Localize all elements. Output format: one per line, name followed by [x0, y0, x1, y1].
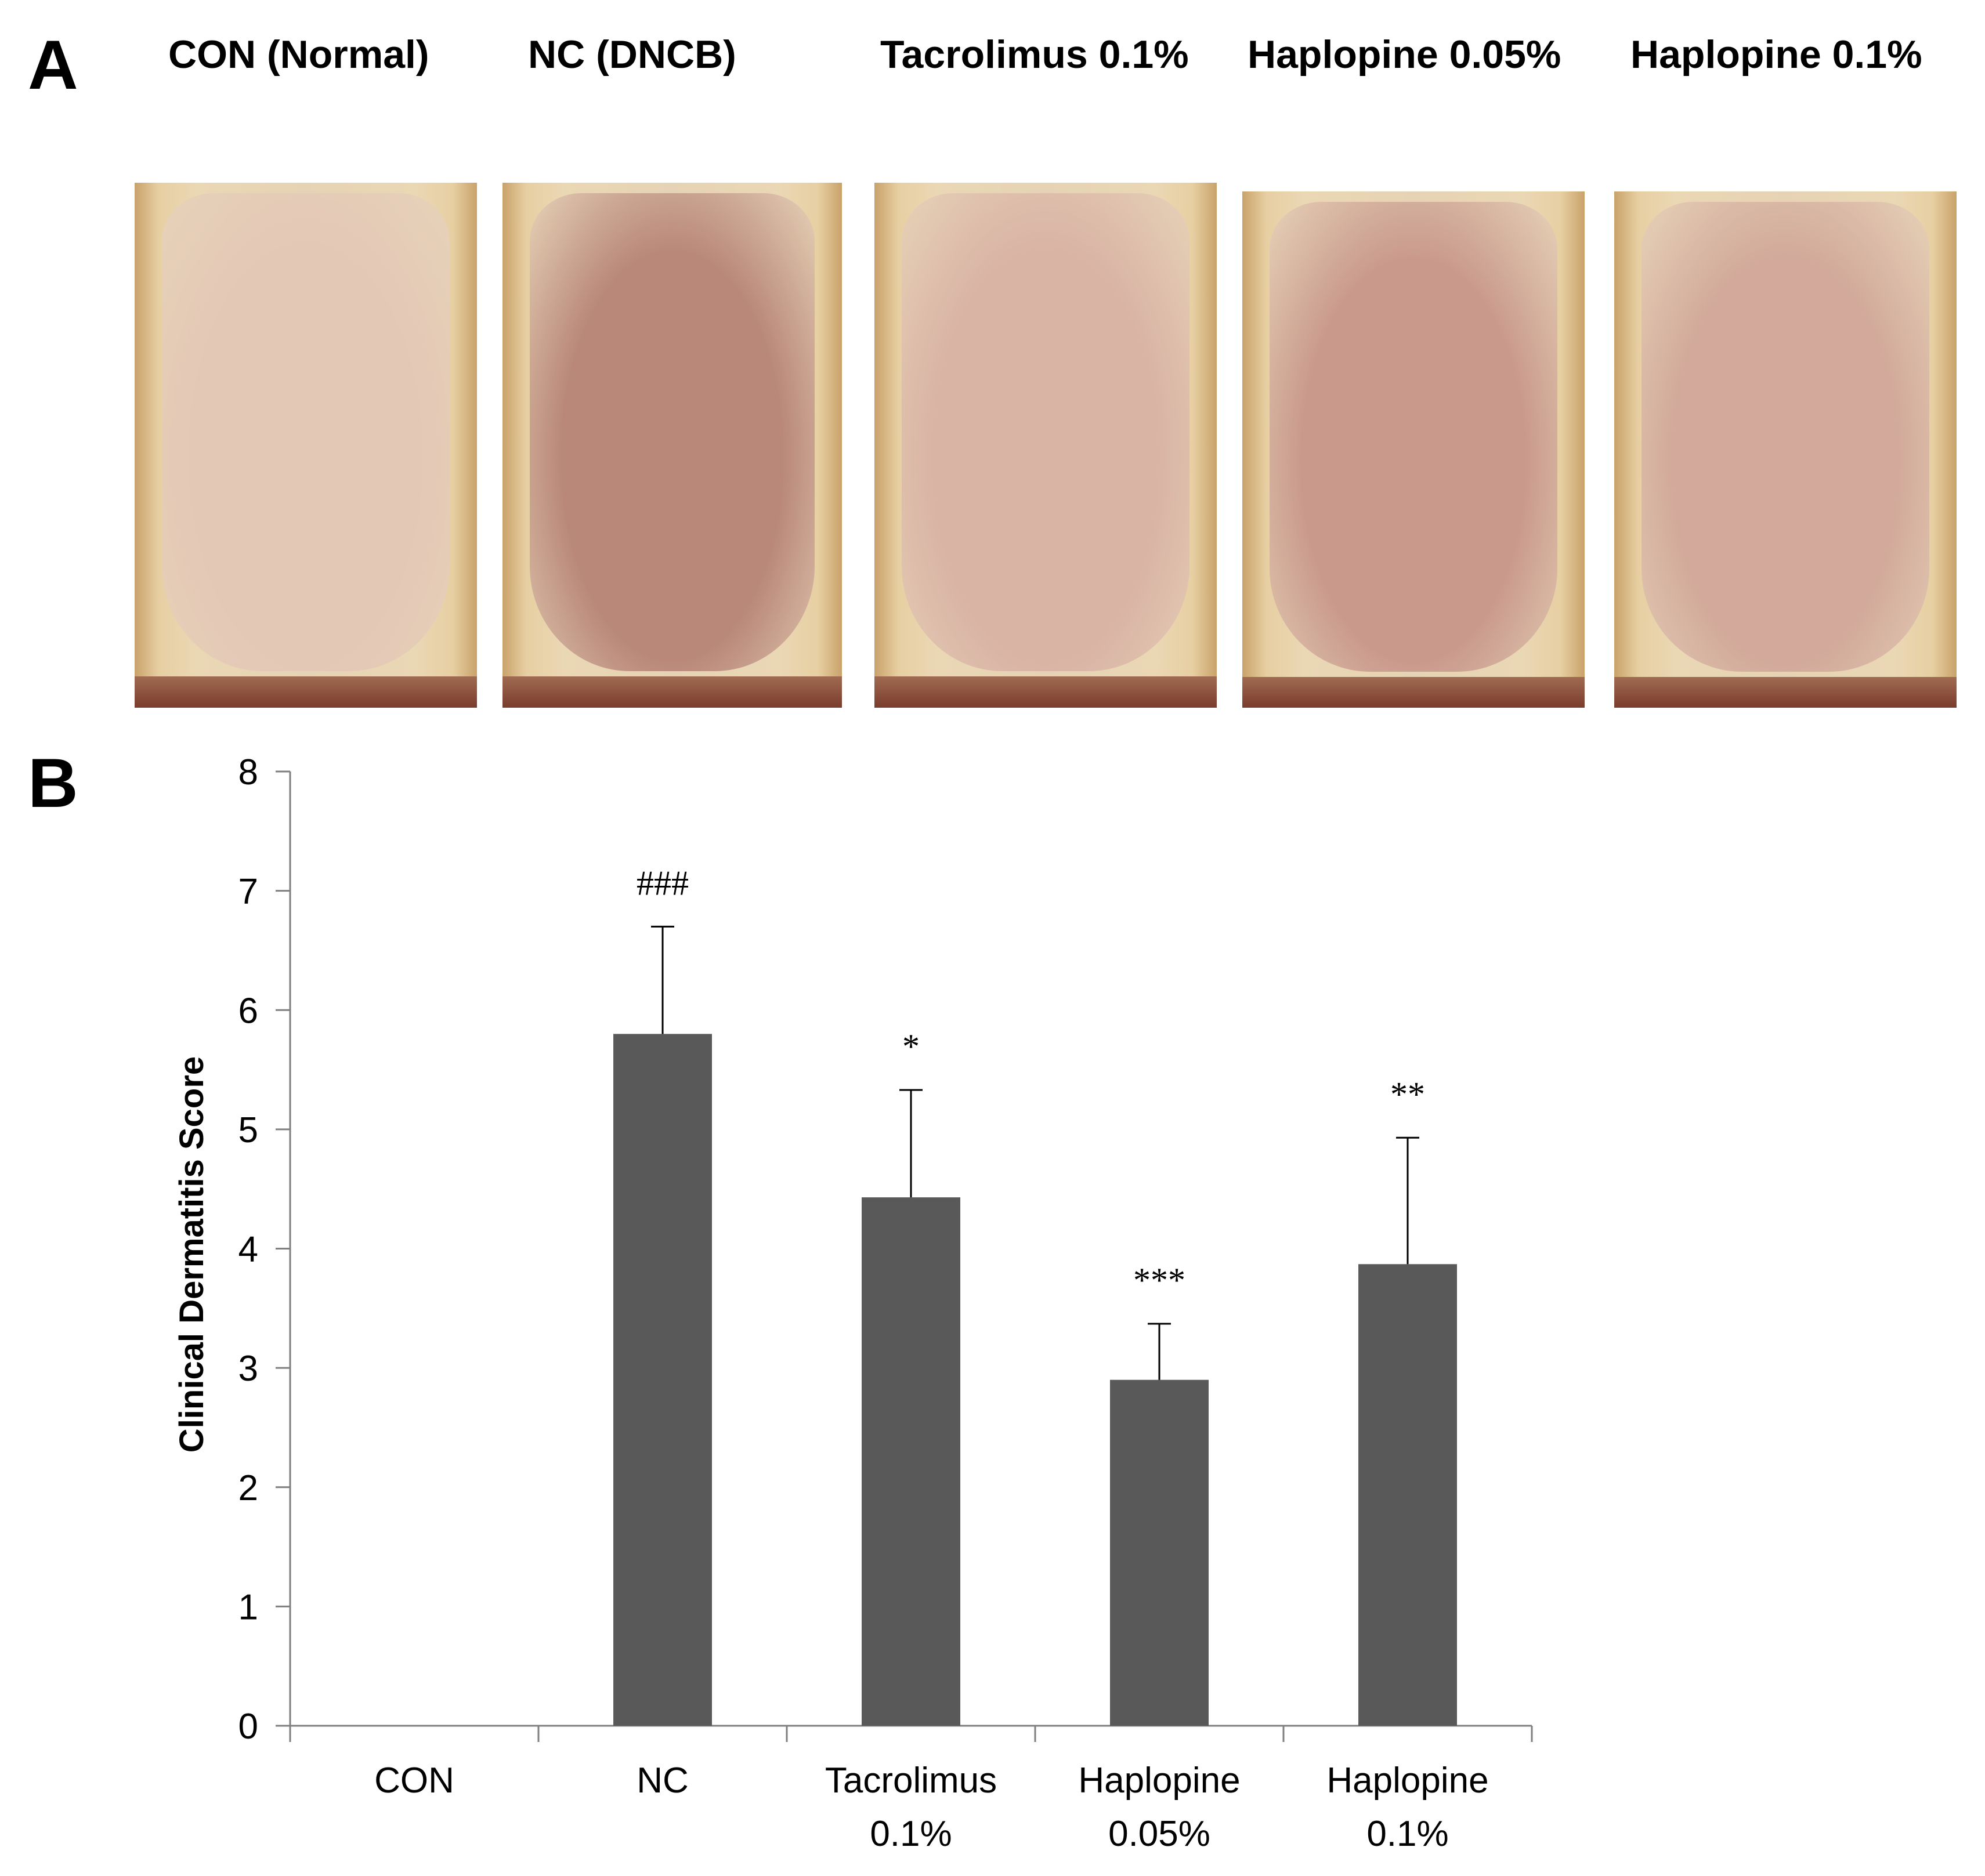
bar-4 [1358, 1264, 1457, 1726]
significance-label-3: *** [1133, 1261, 1185, 1299]
y-tick-label: 8 [238, 752, 258, 792]
significance-label-4: ** [1390, 1075, 1425, 1113]
photo-skin [529, 193, 815, 671]
significance-label-1: ### [637, 864, 689, 902]
photo-skin [1641, 201, 1929, 672]
x-tick-label-4: Haplopine [1326, 1761, 1488, 1801]
photo-skin [162, 193, 450, 671]
y-tick-label: 1 [238, 1587, 258, 1627]
x-tick-label-2: 0.1% [870, 1814, 952, 1854]
bar-1 [613, 1034, 712, 1726]
photo-label-con: CON (Normal) [168, 32, 429, 77]
photo-label-tacrolimus: Tacrolimus 0.1% [880, 32, 1189, 77]
photo-skin [1270, 201, 1557, 672]
photo-label-nc: NC (DNCB) [528, 32, 736, 77]
panel-b-label: B [28, 744, 78, 822]
x-tick-label-2: Tacrolimus [825, 1761, 997, 1801]
photo-label-haplopine-005: Haplopine 0.05% [1248, 32, 1561, 77]
photo-label-haplopine-01: Haplopine 0.1% [1630, 32, 1922, 77]
photo-con [135, 183, 477, 708]
x-tick-label-3: Haplopine [1078, 1761, 1240, 1801]
y-tick-label: 6 [238, 991, 258, 1031]
photo-skin [902, 193, 1189, 671]
y-tick-label: 2 [238, 1468, 258, 1508]
bar-2 [862, 1197, 960, 1726]
x-tick-label-0: CON [374, 1761, 454, 1801]
photo-tacrolimus [874, 183, 1217, 708]
x-tick-label-1: NC [637, 1761, 689, 1801]
y-tick-label: 4 [238, 1230, 258, 1270]
photo-haplopine-005 [1242, 191, 1585, 708]
photo-haplopine-01 [1614, 191, 1957, 708]
y-tick-label: 5 [238, 1110, 258, 1150]
panel-a-label: A [28, 26, 78, 104]
photo-nc [502, 183, 842, 708]
y-tick-label: 7 [238, 872, 258, 912]
y-tick-label: 3 [238, 1349, 258, 1389]
x-tick-label-3: 0.05% [1108, 1814, 1210, 1854]
bar-3 [1110, 1379, 1209, 1726]
x-tick-label-4: 0.1% [1366, 1814, 1448, 1854]
significance-label-2: * [902, 1027, 920, 1066]
y-tick-label: 0 [238, 1707, 258, 1747]
y-axis-title: Clinical Dermatitis Score [173, 1056, 211, 1453]
